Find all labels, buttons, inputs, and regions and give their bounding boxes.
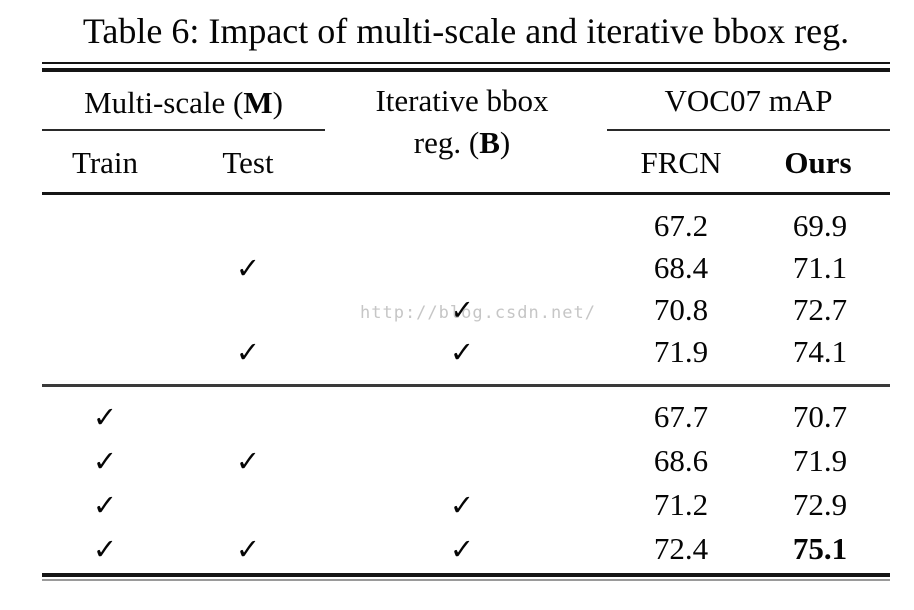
multiscale-suffix: ) [272, 85, 283, 120]
cell-iter-check: ✓ [449, 532, 475, 566]
iterative-line2-suffix: ) [499, 125, 511, 160]
iterative-bold-letter: B [479, 125, 500, 160]
table-row: ✓ ✓ 71.2 72.9 [0, 484, 914, 526]
cell-test-check: ✓ [235, 251, 261, 285]
cell-test-check: ✓ [235, 335, 261, 369]
cell-iter-check [402, 247, 522, 289]
cell-test-check [188, 205, 308, 247]
cell-train-check: ✓ [92, 400, 118, 434]
cell-frcn-value: 67.2 [653, 208, 709, 243]
cell-frcn-value: 70.8 [653, 292, 709, 327]
cell-test-check [188, 396, 308, 438]
cell-iter-check [402, 396, 522, 438]
cell-train-check: ✓ [92, 488, 118, 522]
cell-ours-value: 71.1 [792, 250, 848, 285]
cell-iter-check [402, 205, 522, 247]
cell-test-check: ✓ [235, 444, 261, 478]
group-header-voc07-map: VOC07 mAP [664, 83, 833, 118]
iterative-line2: reg. (B) [342, 126, 582, 160]
table-row: ✓ ✓ ✓ 72.4 75.1 [0, 528, 914, 570]
table-row: ✓ 67.7 70.7 [0, 396, 914, 438]
cell-train-check: ✓ [92, 532, 118, 566]
cell-train-check [45, 247, 165, 289]
top-rule-thin [42, 62, 890, 64]
cell-frcn-value: 72.4 [653, 531, 709, 566]
cell-ours-value: 72.7 [792, 292, 848, 327]
cell-train-check [45, 205, 165, 247]
cell-ours-value: 71.9 [792, 443, 848, 478]
table-row: ✓ 68.4 71.1 [0, 247, 914, 289]
cell-ours-value: 72.9 [792, 487, 848, 522]
group-header-iterative: Iterative bbox reg. (B) [342, 84, 582, 160]
column-header-frcn: FRCN [640, 145, 722, 180]
column-header-ours: Ours [784, 145, 852, 180]
cell-ours-value-best: 75.1 [792, 531, 848, 566]
cell-frcn-value: 67.7 [653, 399, 709, 434]
table-row: ✓ ✓ 68.6 71.9 [0, 440, 914, 482]
cell-ours-value: 74.1 [792, 334, 848, 369]
cell-frcn-value: 71.2 [653, 487, 709, 522]
cell-iter-check: ✓ [449, 293, 475, 327]
cell-ours-value: 70.7 [792, 399, 848, 434]
cell-frcn-value: 68.4 [653, 250, 709, 285]
cell-iter-check: ✓ [449, 488, 475, 522]
cell-iter-check: ✓ [449, 335, 475, 369]
table-row: ✓ 70.8 72.7 [0, 289, 914, 331]
cell-test-check [188, 289, 308, 331]
table-row: 67.2 69.9 [0, 205, 914, 247]
multiscale-bold-letter: M [243, 85, 273, 120]
mid-section-rule [42, 384, 890, 387]
cell-ours-value: 69.9 [792, 208, 848, 243]
iterative-line1: Iterative bbox [375, 83, 549, 118]
table-row: ✓ ✓ 71.9 74.1 [0, 331, 914, 373]
multiscale-prefix: Multi-scale ( [84, 85, 244, 120]
cell-train-check: ✓ [92, 444, 118, 478]
column-header-train: Train [71, 145, 139, 180]
iterative-line2-prefix: reg. ( [413, 125, 480, 160]
top-rule-thick [42, 68, 890, 72]
csdn-watermark: http://blog.csdn.net/ [360, 303, 596, 323]
multiscale-underline-rule [42, 129, 325, 131]
bottom-rule-shadow [42, 579, 890, 581]
column-header-test: Test [222, 145, 274, 180]
bottom-rule [42, 573, 890, 577]
cell-train-check [45, 331, 165, 373]
cell-test-check [188, 484, 308, 526]
voc-underline-rule [607, 129, 890, 131]
header-bottom-rule [42, 192, 890, 195]
cell-test-check: ✓ [235, 532, 261, 566]
cell-frcn-value: 68.6 [653, 443, 709, 478]
cell-train-check [45, 289, 165, 331]
cell-frcn-value: 71.9 [653, 334, 709, 369]
table-caption: Table 6: Impact of multi-scale and itera… [82, 11, 850, 51]
cell-iter-check [402, 440, 522, 482]
group-header-multiscale: Multi-scale (M) [42, 86, 325, 120]
